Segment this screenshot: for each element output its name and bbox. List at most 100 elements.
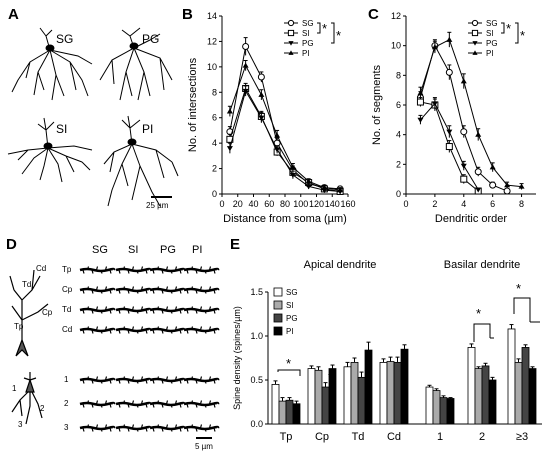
bar-PI (488, 379, 497, 425)
data-point (337, 187, 344, 193)
data-point (242, 84, 250, 92)
legend-label: PI (286, 327, 294, 336)
spine-row-Tp: Tp (62, 265, 72, 274)
data-point (257, 112, 265, 120)
y-tick-label: 1.0 (250, 331, 263, 341)
scale-label-a: 25 µm (146, 201, 169, 210)
bar-SG (271, 383, 280, 425)
y-axis-label: Spine density (spines/µm) (232, 306, 242, 410)
y-tick-label: 10 (207, 62, 217, 72)
spine-segment (79, 424, 116, 432)
sig-star: * (336, 28, 341, 43)
series-PG: PG (226, 39, 344, 195)
sig-bracket (317, 22, 321, 34)
spine-segment (115, 376, 152, 384)
legend-marker (472, 50, 478, 55)
data-point (273, 139, 281, 147)
spine-segment (79, 286, 116, 294)
bar-PI (364, 349, 373, 425)
bar-SI (386, 361, 395, 425)
legend-label: SI (302, 29, 310, 38)
basal-soma (25, 378, 35, 393)
bar-SG (467, 347, 476, 425)
spine-segment (183, 286, 220, 294)
series-line (229, 89, 341, 192)
spine-segment (79, 400, 116, 408)
bar-SG (507, 328, 516, 425)
series-PI: PI (417, 31, 525, 190)
sig-bracket (501, 22, 505, 34)
spine-segment (79, 306, 116, 314)
data-point (518, 183, 525, 189)
series-PI: PI (226, 49, 344, 193)
spine-col-SG: SG (92, 244, 108, 256)
spine-segment (149, 286, 186, 294)
spine-segment (149, 376, 186, 384)
data-point (289, 166, 297, 174)
spine-segment (183, 266, 220, 274)
data-point (226, 146, 233, 152)
data-point (446, 129, 453, 135)
label-pi: PI (142, 122, 154, 136)
category-label: 1 (437, 431, 443, 443)
y-tick-label: 12 (391, 11, 401, 21)
data-point (474, 187, 482, 195)
y-tick-label: 0 (396, 189, 401, 199)
x-tick-label: 8 (519, 199, 524, 209)
sig-star: * (516, 281, 521, 296)
data-point (431, 44, 438, 50)
neuron-pg (99, 27, 173, 101)
x-tick-label: 0 (219, 199, 224, 209)
bar-PI (400, 348, 409, 425)
category-label: 2 (479, 431, 485, 443)
y-tick-label: 0 (212, 189, 217, 199)
spine-segment (149, 326, 186, 334)
x-tick-label: 6 (490, 199, 495, 209)
y-axis-label: No. of segments (371, 64, 383, 145)
y-tick-label: 2 (212, 164, 217, 174)
y-tick-label: 4 (396, 130, 401, 140)
legend-label: SG (286, 288, 298, 297)
legend-label: SG (486, 19, 498, 28)
data-point (336, 185, 344, 193)
series-line (229, 87, 341, 192)
spine-segment (183, 424, 220, 432)
y-axis-label: No. of intersections (187, 57, 199, 152)
bar-SG (343, 366, 352, 425)
x-tick-label: 60 (264, 199, 274, 209)
spine-segment (183, 376, 220, 384)
series-line (419, 39, 522, 188)
label-pg: PG (142, 32, 160, 46)
legend-marker (288, 50, 294, 55)
x-tick-label: 0 (403, 199, 408, 209)
label-si: SI (56, 122, 68, 136)
y-tick-label: 0.0 (250, 419, 263, 429)
data-point (258, 91, 265, 97)
data-point (274, 147, 281, 153)
panel-label-b: B (182, 6, 193, 23)
data-point (474, 168, 482, 176)
bar-SG (379, 361, 388, 425)
legend-swatch (273, 300, 283, 310)
y-tick-label: 2 (396, 159, 401, 169)
group-label-basilar: Basilar dendrite (444, 259, 520, 271)
x-tick-label: 140 (325, 199, 340, 209)
bar-PG (521, 347, 530, 425)
data-point (503, 187, 511, 195)
series-line (420, 101, 479, 192)
spine-segment (115, 286, 152, 294)
x-tick-label: 40 (248, 199, 258, 209)
bar-PG (481, 365, 490, 425)
data-point (460, 128, 468, 136)
category-label: ≥3 (516, 431, 528, 443)
bar-PI (328, 368, 337, 425)
panel-label-c: C (368, 6, 379, 23)
data-point (305, 184, 312, 190)
data-point (460, 163, 467, 169)
y-tick-label: 0.5 (250, 375, 263, 385)
spine-segment (79, 376, 116, 384)
legend-marker (471, 19, 479, 27)
bar-PG (357, 376, 366, 425)
